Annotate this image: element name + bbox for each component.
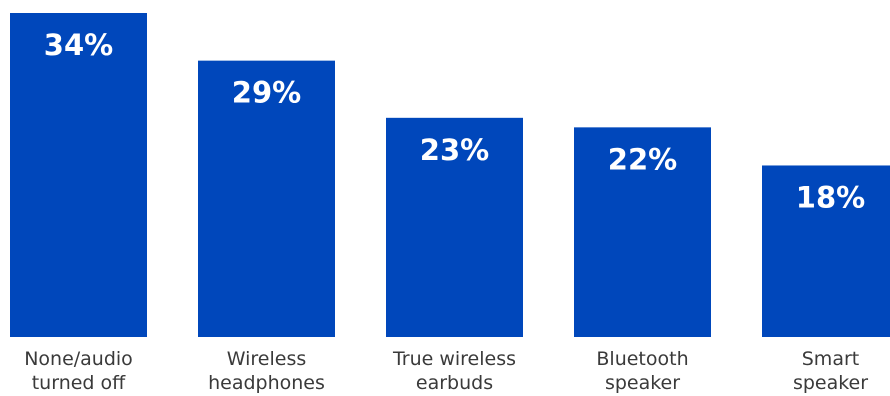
category-label-4-line-2: speaker: [605, 372, 680, 394]
category-label-3-line-1: True wireless: [392, 348, 516, 370]
category-label-5-line-2: speaker: [793, 372, 868, 394]
category-label-1-line-2: turned off: [32, 372, 126, 394]
category-label-2-line-2: headphones: [208, 372, 325, 394]
category-label-1-line-1: None/audio: [24, 348, 133, 370]
value-label-2: 29%: [232, 76, 301, 110]
bar-3: [386, 117, 523, 337]
category-label-2-line-1: Wireless: [227, 348, 307, 370]
category-label-3-line-2: earbuds: [416, 372, 493, 394]
bar-2: [198, 60, 335, 337]
bar-1: [10, 13, 147, 337]
value-label-5: 18%: [796, 180, 865, 214]
category-label-5-line-1: Smart: [802, 348, 859, 370]
value-label-3: 23%: [420, 133, 489, 167]
bar-5: [762, 165, 890, 337]
bar-4: [574, 127, 711, 338]
value-label-1: 34%: [44, 28, 113, 62]
value-label-4: 22%: [608, 142, 677, 176]
category-label-4-line-1: Bluetooth: [596, 348, 688, 370]
